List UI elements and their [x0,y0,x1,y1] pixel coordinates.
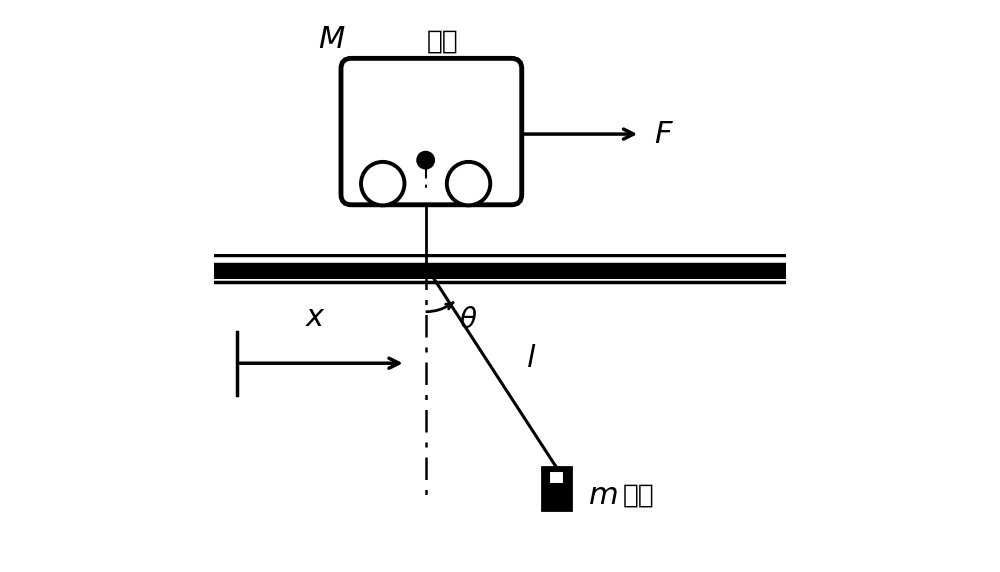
Bar [549,471,564,484]
Circle shape [361,162,404,205]
FancyBboxPatch shape [341,58,522,205]
Circle shape [447,162,490,205]
Text: 台车: 台车 [427,29,459,54]
Text: $\theta$: $\theta$ [459,307,478,334]
Text: $m$: $m$ [588,481,618,510]
Text: $l$: $l$ [526,344,536,372]
Text: $F$: $F$ [654,120,674,149]
Text: $x$: $x$ [305,303,326,332]
Bar [542,467,571,510]
Circle shape [418,152,434,168]
Text: 负载: 负载 [622,482,654,509]
Text: $M$: $M$ [318,25,345,54]
